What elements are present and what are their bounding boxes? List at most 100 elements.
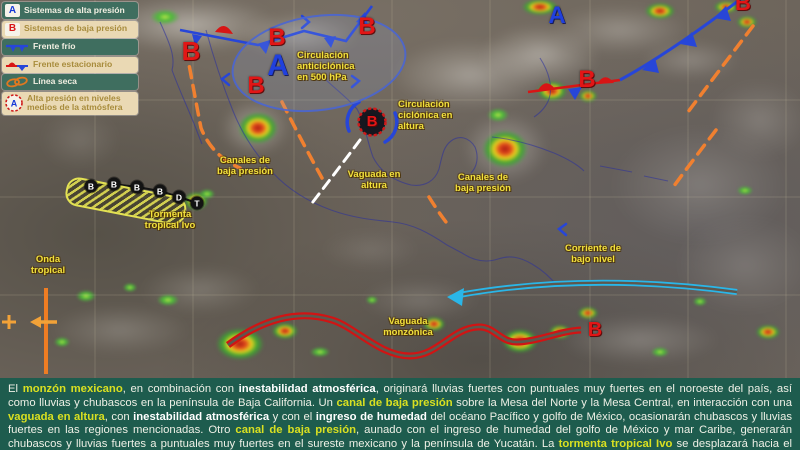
cloud-patch [710,80,800,160]
legend-item-stationary-front: Frente estacionario [2,56,138,73]
mid-level-high-icon: A [5,94,23,112]
cloud-patch [40,110,120,170]
coastlines [159,21,669,288]
text-run: , aunado con el ingreso de humedad del g… [8,424,793,450]
convection-cell [423,317,445,331]
cloud-patch [390,40,550,110]
highlighted-term: monzón mexicano [22,383,123,395]
low-pressure-icon: B [5,22,20,36]
cloud-patch [480,25,600,85]
cold-front-northwest [179,5,374,54]
cold-front-icon [5,41,29,53]
low-pressure-symbol: B [366,112,378,130]
bold-term: ingreso de humedad [315,410,427,423]
high-pressure-symbol: A [267,48,289,82]
convection-cell [54,337,70,347]
stationary-front-icon [5,59,29,71]
legend-label: Sistemas de alta presión [24,4,125,15]
convection-cell [578,307,598,319]
convection-cell [76,290,96,302]
cold-front-northeast [619,0,742,82]
convection-cell [123,282,137,292]
storm-track-point: B [153,184,167,198]
convection-cell [579,90,597,102]
cloud-patch [320,230,420,270]
cyclonic-circulation-symbol [345,100,399,144]
highlighted-term: vaguada en altura [8,410,105,423]
legend-item-dry-line: Línea seca [2,74,138,90]
legend-label: Alta presión en niveles medios de la atm… [27,92,123,113]
bold-term: inestabilidad atmosférica [133,410,270,423]
label-canales-baja-presion-oeste: Canales de baja presión [217,155,273,178]
convection-cell [487,108,509,122]
low-pressure-symbol: B [578,66,596,94]
legend: A Sistemas de alta presión B Sistemas de… [2,2,138,116]
cloud-patch [640,40,740,80]
bold-term: inestabilidad atmosférica [238,383,376,395]
forecast-text-bar: El monzón mexicano, en combinación con i… [0,378,800,450]
text-run: , originará lluvias fuertes con puntuale… [8,383,792,409]
text-run: , en combinación con [122,383,239,395]
dry-line-icon [5,76,29,88]
legend-label: Sistemas de baja presión [24,23,128,34]
label-vaguada-monzonica: Vaguada monzónica [383,316,433,339]
highlighted-term: canal de baja presión [336,396,453,409]
label-canales-baja-presion-este: Canales de baja presión [455,172,511,195]
label-vaguada-en-altura: Vaguada en altura [347,169,401,192]
convection-cell [756,325,780,339]
cloud-patch [140,265,260,315]
storm-track-point: B [84,179,98,193]
low-pressure-channels [184,24,755,224]
convection-cell [522,0,558,15]
label-onda-tropical: Onda tropical [30,254,66,277]
cloud-patch [50,305,190,355]
label-corriente-bajo-nivel: Corriente de bajo nivel [565,243,621,266]
text-run: sobre la Mesa del Norte y la Mesa Centra… [452,396,792,409]
convection-cell [482,130,528,168]
wind-chevrons [219,14,568,237]
legend-label: Frente estacionario [33,58,113,69]
cloud-patch [610,125,790,245]
cloud-patch [560,315,720,365]
map-overlay-graphics [0,0,800,378]
high-pressure-symbol: A [548,2,566,30]
convection-cell [272,323,298,339]
label-circulacion-ciclonica: Circulación ciclónica en altura [398,99,453,133]
highlighted-term: canal de baja presión [235,424,356,437]
legend-item-high-pressure: A Sistemas de alta presión [2,2,138,19]
convection-cell [693,296,707,306]
stationary-front-east [527,77,621,100]
low-pressure-symbol: B [268,24,286,52]
text-run: El [8,383,23,395]
convection-cell [651,347,669,357]
legend-label: Línea seca [33,76,77,87]
label-circulacion-anticiclonica: Circulación anticiclónica en 500 hPa [297,50,355,84]
convection-cell [150,9,180,25]
high-pressure-icon: A [5,4,20,17]
low-pressure-symbol: B [181,35,201,66]
low-pressure-symbol: B [587,319,603,342]
tropical-wave-line [2,288,57,374]
convection-cell [157,294,179,306]
cloud-patch [240,13,360,57]
low-pressure-symbol: B [735,0,751,16]
forecast-paragraph: El monzón mexicano, en combinación con i… [8,383,792,450]
convection-cell [645,3,675,19]
convection-cell [737,185,753,195]
upper-trough-dashed-line [307,138,362,209]
low-level-current-arrow [447,279,738,306]
storm-track-point: T [190,196,204,210]
storm-track-point: B [130,180,144,194]
low-pressure-symbol: B [358,13,376,41]
label-tormenta-tropical-ivo: Tormenta tropical Ivo [144,209,196,232]
convection-cell [238,112,278,144]
storm-track-point: D [172,190,186,204]
low-pressure-symbol: B [247,72,265,100]
convection-cell [199,189,215,199]
legend-item-cold-front: Frente frío [2,39,138,55]
monsoon-trough-line [225,312,582,360]
convection-cell [366,296,378,304]
legend-item-mid-level-high: A Alta presión en niveles medios de la a… [2,91,138,115]
